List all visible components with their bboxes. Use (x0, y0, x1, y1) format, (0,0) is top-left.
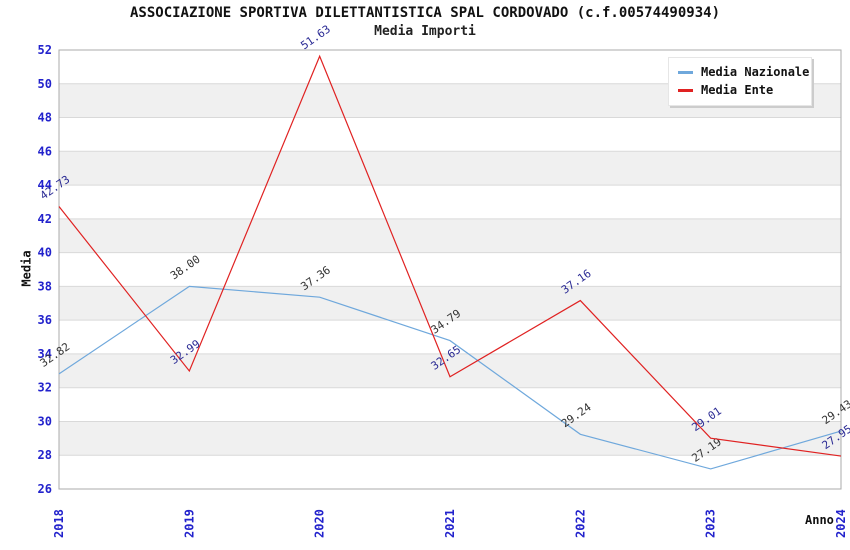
y-tick-label: 28 (38, 448, 52, 462)
plot-band (59, 320, 841, 354)
y-tick-label: 30 (38, 414, 52, 428)
y-tick-label: 40 (38, 246, 52, 260)
plot-band (59, 421, 841, 456)
series-line-media-ente (58, 54, 842, 457)
chart-title: ASSOCIAZIONE SPORTIVA DILETTANTISTICA SP… (129, 5, 720, 21)
y-tick-label: 50 (38, 77, 52, 91)
x-tick-label: 2020 (313, 509, 327, 538)
y-tick-label: 44 (38, 178, 52, 192)
y-tick-label: 48 (38, 111, 52, 125)
legend-swatch-media-ente (678, 88, 693, 92)
plot-band (59, 117, 841, 152)
series-line-media-nazionale (58, 285, 842, 470)
x-axis-title: Anno (805, 513, 834, 527)
legend-swatch-media-nazionale (678, 70, 693, 74)
x-tick-label: 2018 (52, 509, 66, 538)
x-tick-label: 2023 (704, 509, 718, 538)
x-tick-label: 2022 (573, 509, 587, 538)
data-point-label: 51.63 (298, 23, 333, 53)
plot-band (59, 185, 841, 219)
plot-band (59, 455, 841, 489)
plot-band (59, 151, 841, 186)
legend-item-media-ente: Media Ente (669, 81, 811, 99)
plot-band (59, 387, 841, 422)
plot-band (59, 286, 841, 321)
legend: Media Nazionale Media Ente (668, 57, 812, 106)
plot-border (58, 49, 842, 490)
y-tick-label: 38 (38, 279, 52, 293)
y-tick-label: 34 (38, 347, 52, 361)
y-tick-label: 42 (38, 212, 52, 226)
y-tick-label: 26 (38, 482, 52, 496)
y-tick-label: 46 (38, 144, 52, 158)
x-tick-label: 2021 (443, 509, 457, 538)
y-axis-title: Media (19, 250, 34, 287)
legend-item-media-nazionale: Media Nazionale (669, 63, 811, 81)
legend-label-media-nazionale: Media Nazionale (701, 65, 810, 79)
x-tick-label: 2024 (834, 509, 848, 538)
legend-label-media-ente: Media Ente (701, 83, 774, 97)
y-tick-label: 32 (38, 381, 52, 395)
y-tick-label: 36 (38, 313, 52, 327)
y-tick-label: 52 (38, 43, 52, 57)
plot-band (59, 218, 841, 253)
plot-band (59, 252, 841, 287)
x-tick-label: 2019 (182, 509, 196, 538)
chart-subtitle: Media Importi (374, 24, 476, 39)
